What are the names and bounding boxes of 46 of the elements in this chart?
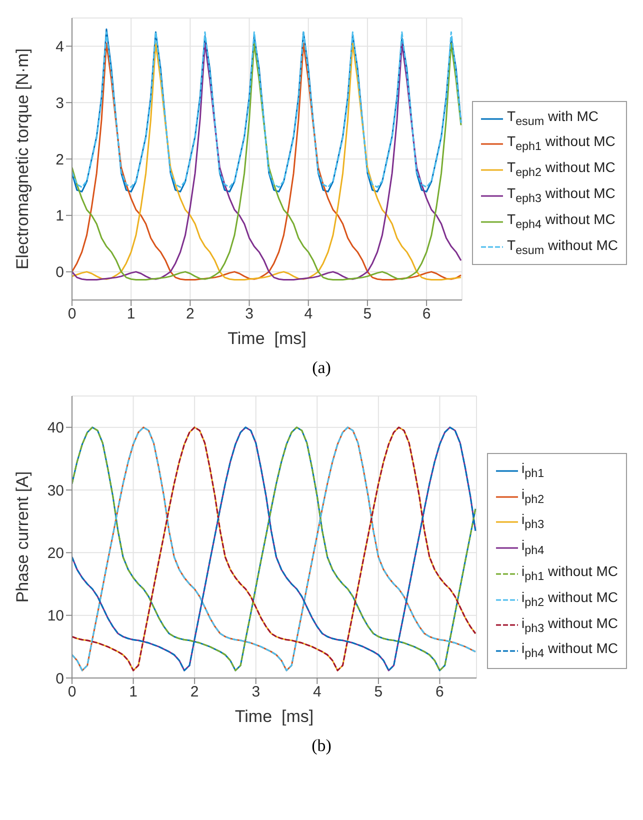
x-tick-label: 6 <box>436 684 444 701</box>
x-axis-title: Time [ms] <box>228 329 306 348</box>
y-tick-label: 40 <box>47 420 64 437</box>
y-tick-label: 3 <box>56 94 64 112</box>
y-tick-label: 2 <box>56 151 64 168</box>
x-tick-label: 5 <box>363 306 372 323</box>
legend-label: i$_{ph4}$ <box>522 536 544 559</box>
text: (b) <box>310 736 332 756</box>
x-tick-label: 1 <box>129 684 138 701</box>
x-tick-label: 0 <box>68 306 76 323</box>
y-tick-label: 1 <box>56 208 64 225</box>
y-tick-label: 0 <box>56 264 64 282</box>
legend-label: i$_{ph3}$ without MC <box>522 614 618 636</box>
y-tick-label: 0 <box>56 670 64 688</box>
legend-label: i$_{ph1}$ <box>522 458 544 482</box>
legend-label: i$_{ph1}$ without MC <box>522 562 618 585</box>
x-tick-label: 4 <box>304 306 313 323</box>
x-tick-label: 0 <box>68 684 76 701</box>
y-tick-label: 10 <box>47 608 64 625</box>
legend-label: T$_{eph2}$ without MC <box>507 158 616 181</box>
y-tick-label: 30 <box>47 482 64 500</box>
x-tick-label: 6 <box>422 306 431 323</box>
legend-label: T$_{esum}$ with MC <box>507 106 599 130</box>
x-tick-label: 5 <box>374 684 383 701</box>
x-tick-label: 2 <box>190 684 199 701</box>
x-tick-label: 2 <box>186 306 194 323</box>
y-axis-title: Electromagnetic torque [N·m] <box>13 48 32 270</box>
line-series <box>72 42 462 280</box>
legend-label: T$_{eph4}$ without MC <box>507 210 616 233</box>
legend-label: T$_{eph1}$ without MC <box>507 132 616 156</box>
x-tick-label: 1 <box>126 306 136 323</box>
legend-label: i$_{ph3}$ <box>522 510 544 534</box>
line-series <box>72 426 476 672</box>
x-tick-label: 3 <box>245 306 254 323</box>
x-tick-label: 3 <box>252 684 260 701</box>
y-tick-label: 20 <box>47 544 64 562</box>
legend-label: i$_{ph4}$ without MC <box>522 639 618 662</box>
x-axis-title: Time [ms] <box>234 707 314 726</box>
legend-label: T$_{esum}$ without MC <box>507 236 618 258</box>
x-tick-label: 4 <box>312 684 322 701</box>
legend-label: i$_{ph2}$ <box>522 484 544 508</box>
legend-label: i$_{ph2}$ without MC <box>522 588 618 611</box>
legend-label: T$_{eph3}$ without MC <box>507 184 616 207</box>
y-tick-label: 4 <box>56 38 64 56</box>
text: (a) <box>311 358 332 378</box>
y-axis-title: Phase current [A] <box>13 471 32 603</box>
